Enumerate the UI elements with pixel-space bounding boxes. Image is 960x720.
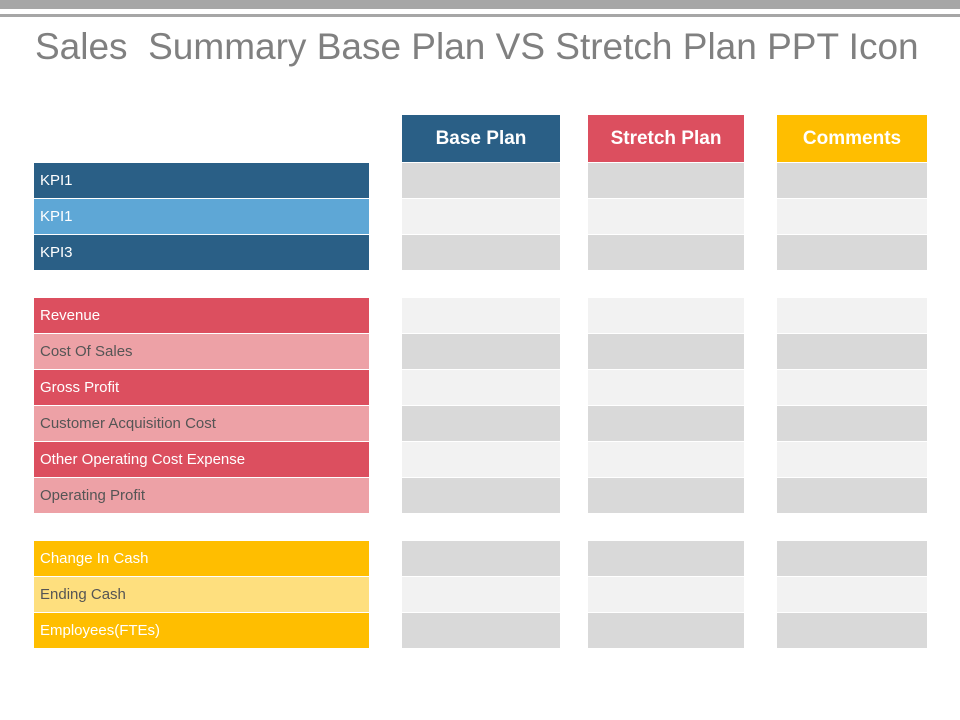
- row-label: Employees(FTEs): [34, 613, 369, 648]
- row-label: Other Operating Cost Expense: [34, 442, 369, 477]
- table-cell-stretch-plan[interactable]: [588, 298, 744, 333]
- table-cell-base-plan[interactable]: [402, 370, 560, 405]
- table-cell-comments[interactable]: [777, 199, 927, 234]
- table-cell-base-plan[interactable]: [402, 235, 560, 270]
- row-label: Ending Cash: [34, 577, 369, 612]
- table-cell-stretch-plan[interactable]: [588, 478, 744, 513]
- table-cell-base-plan[interactable]: [402, 541, 560, 576]
- table-cell-stretch-plan[interactable]: [588, 370, 744, 405]
- row-label: Change In Cash: [34, 541, 369, 576]
- table-cell-base-plan[interactable]: [402, 334, 560, 369]
- table-cell-base-plan[interactable]: [402, 406, 560, 441]
- table-cell-base-plan[interactable]: [402, 442, 560, 477]
- table-cell-stretch-plan[interactable]: [588, 541, 744, 576]
- table-cell-base-plan[interactable]: [402, 199, 560, 234]
- table-cell-stretch-plan[interactable]: [588, 235, 744, 270]
- table-cell-comments[interactable]: [777, 613, 927, 648]
- row-label: KPI1: [34, 199, 369, 234]
- top-border-thick: [0, 0, 960, 9]
- table-cell-comments[interactable]: [777, 406, 927, 441]
- table-cell-comments[interactable]: [777, 298, 927, 333]
- table-cell-stretch-plan[interactable]: [588, 163, 744, 198]
- table-cell-comments[interactable]: [777, 577, 927, 612]
- table-cell-comments[interactable]: [777, 235, 927, 270]
- table-cell-comments[interactable]: [777, 541, 927, 576]
- table-cell-stretch-plan[interactable]: [588, 406, 744, 441]
- table-cell-stretch-plan[interactable]: [588, 334, 744, 369]
- table-cell-stretch-plan[interactable]: [588, 199, 744, 234]
- table-cell-comments[interactable]: [777, 370, 927, 405]
- row-label: Revenue: [34, 298, 369, 333]
- table-cell-comments[interactable]: [777, 442, 927, 477]
- column-header-stretch-plan: Stretch Plan: [588, 115, 744, 162]
- row-label: KPI3: [34, 235, 369, 270]
- table-cell-comments[interactable]: [777, 163, 927, 198]
- column-header-comments: Comments: [777, 115, 927, 162]
- table-cell-base-plan[interactable]: [402, 577, 560, 612]
- table-cell-comments[interactable]: [777, 478, 927, 513]
- table-cell-base-plan[interactable]: [402, 613, 560, 648]
- row-label: Operating Profit: [34, 478, 369, 513]
- row-label: Gross Profit: [34, 370, 369, 405]
- row-label: Customer Acquisition Cost: [34, 406, 369, 441]
- column-header-base-plan: Base Plan: [402, 115, 560, 162]
- row-label: Cost Of Sales: [34, 334, 369, 369]
- row-label: KPI1: [34, 163, 369, 198]
- table-cell-stretch-plan[interactable]: [588, 442, 744, 477]
- slide-title: Sales Summary Base Plan VS Stretch Plan …: [35, 26, 919, 67]
- table-cell-base-plan[interactable]: [402, 163, 560, 198]
- table-cell-stretch-plan[interactable]: [588, 577, 744, 612]
- table-cell-stretch-plan[interactable]: [588, 613, 744, 648]
- table-cell-comments[interactable]: [777, 334, 927, 369]
- top-border-thin: [0, 14, 960, 17]
- table-cell-base-plan[interactable]: [402, 298, 560, 333]
- table-cell-base-plan[interactable]: [402, 478, 560, 513]
